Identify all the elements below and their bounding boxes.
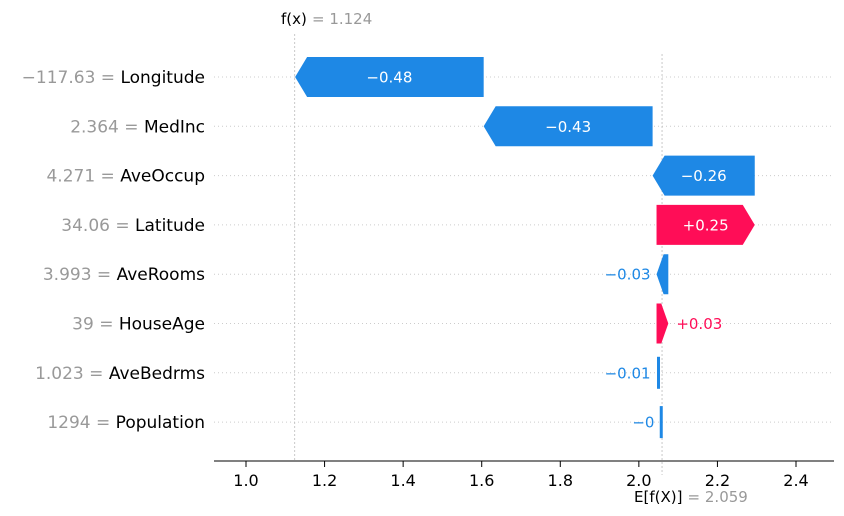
row-label-aveoccup: 4.271 = AveOccup: [46, 167, 205, 187]
base-equals: =: [688, 488, 705, 506]
feature-name: AveOccup: [120, 167, 205, 187]
feature-value: −117.63 =: [22, 68, 121, 88]
feature-value: 4.271 =: [46, 167, 120, 187]
bar-layer: [295, 57, 755, 439]
feature-name: HouseAge: [119, 315, 205, 335]
fx-equals: =: [312, 10, 329, 28]
bar-label-averooms: −0.03: [605, 266, 651, 284]
bar-label-houseage: +0.03: [676, 315, 722, 333]
feature-name: AveRooms: [117, 265, 206, 285]
bar-latitude: [656, 204, 755, 245]
bar-label-longitude: −0.48: [366, 69, 412, 87]
marker-layer: [294, 34, 663, 475]
x-tick-label: 2.0: [626, 471, 651, 490]
row-label-medinc: 2.364 = MedInc: [70, 117, 205, 137]
fx-value: 1.124: [329, 10, 372, 28]
x-tick-label: 1.6: [469, 471, 494, 490]
feature-name: Latitude: [135, 216, 205, 236]
feature-value: 1294 =: [47, 413, 115, 433]
bar-avebedrms: [657, 356, 660, 389]
row-label-population: 1294 = Population: [47, 413, 205, 433]
x-axis: 1.0 1.2 1.4 1.6 1.8 2.0 2.2 2.4: [214, 460, 834, 490]
x-tick-label: 2.4: [783, 471, 808, 490]
base-value: 2.059: [705, 488, 748, 506]
bar-label-avebedrms: −0.01: [605, 364, 651, 382]
feature-value: 39 =: [72, 315, 119, 335]
row-label-layer: −0.48 −117.63 = Longitude −0.43 2.364 = Med…: [22, 68, 729, 433]
feature-value: 3.993 =: [43, 265, 117, 285]
bar-label-aveoccup: −0.26: [681, 167, 727, 185]
row-label-longitude: −117.63 = Longitude: [22, 68, 205, 88]
x-tick-label: 2.2: [705, 471, 730, 490]
bar-label-population: −0: [632, 414, 654, 432]
row-label-avebedrms: 1.023 = AveBedrms: [35, 364, 205, 384]
bar-aveoccup: [652, 155, 755, 196]
feature-value: 2.364 =: [70, 117, 144, 137]
row-label-houseage: 39 = HouseAge: [72, 315, 205, 335]
bar-population: [659, 406, 663, 439]
bar-houseage: [656, 303, 669, 344]
x-tick-label: 1.4: [390, 471, 415, 490]
feature-value: 1.023 =: [35, 364, 109, 384]
base-value-label: E[f(X)] = 2.059: [634, 487, 748, 506]
bar-averooms: [656, 254, 669, 295]
bar-medinc: [483, 106, 653, 147]
bar-label-latitude: +0.25: [683, 216, 729, 234]
x-tick-label: 1.0: [233, 471, 258, 490]
feature-name: Longitude: [120, 68, 205, 88]
bar-label-medinc: −0.43: [545, 118, 591, 136]
row-label-averooms: 3.993 = AveRooms: [43, 265, 205, 285]
bar-longitude: [295, 57, 484, 97]
x-tick-label: 1.8: [548, 471, 573, 490]
feature-name: AveBedrms: [109, 364, 205, 384]
x-tick-label: 1.2: [312, 471, 337, 490]
row-label-latitude: 34.06 = Latitude: [61, 216, 205, 236]
fx-label: f(x) = 1.124: [281, 9, 372, 28]
fx-name: f(x): [281, 10, 307, 28]
feature-name: Population: [116, 413, 205, 433]
feature-name: MedInc: [144, 117, 205, 137]
feature-value: 34.06 =: [61, 216, 135, 236]
base-name: E[f(X)]: [634, 488, 682, 506]
